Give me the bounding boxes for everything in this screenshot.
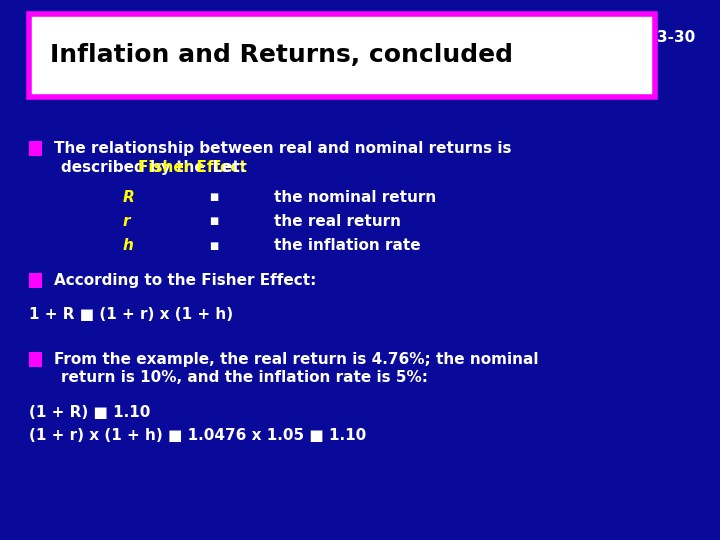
FancyBboxPatch shape [29, 14, 655, 97]
Text: 3-30: 3-30 [657, 30, 695, 45]
FancyBboxPatch shape [29, 352, 42, 367]
Text: h: h [122, 238, 133, 253]
Text: R: R [122, 190, 134, 205]
Text: Inflation and Returns, concluded: Inflation and Returns, concluded [50, 43, 513, 68]
Text: ■: ■ [209, 241, 218, 251]
Text: ■: ■ [209, 192, 218, 202]
FancyBboxPatch shape [29, 273, 42, 288]
Text: (1 + R) ■ 1.10: (1 + R) ■ 1.10 [29, 404, 150, 420]
Text: Fisher Effect: Fisher Effect [138, 160, 247, 175]
Text: ■: ■ [209, 217, 218, 226]
Text: the inflation rate: the inflation rate [274, 238, 420, 253]
FancyBboxPatch shape [29, 141, 42, 156]
Text: Let:: Let: [202, 160, 246, 175]
Text: (1 + r) x (1 + h) ■ 1.0476 x 1.05 ■ 1.10: (1 + r) x (1 + h) ■ 1.0476 x 1.05 ■ 1.10 [29, 428, 366, 443]
Text: return is 10%, and the inflation rate is 5%:: return is 10%, and the inflation rate is… [61, 370, 428, 386]
Text: From the example, the real return is 4.76%; the nominal: From the example, the real return is 4.7… [54, 352, 539, 367]
Text: The relationship between real and nominal returns is: The relationship between real and nomina… [54, 141, 511, 156]
Text: r: r [122, 214, 130, 229]
Text: the real return: the real return [274, 214, 400, 229]
Text: described by the: described by the [61, 160, 210, 175]
Text: According to the Fisher Effect:: According to the Fisher Effect: [54, 273, 316, 288]
Text: 1 + R ■ (1 + r) x (1 + h): 1 + R ■ (1 + r) x (1 + h) [29, 307, 233, 322]
Text: the nominal return: the nominal return [274, 190, 436, 205]
